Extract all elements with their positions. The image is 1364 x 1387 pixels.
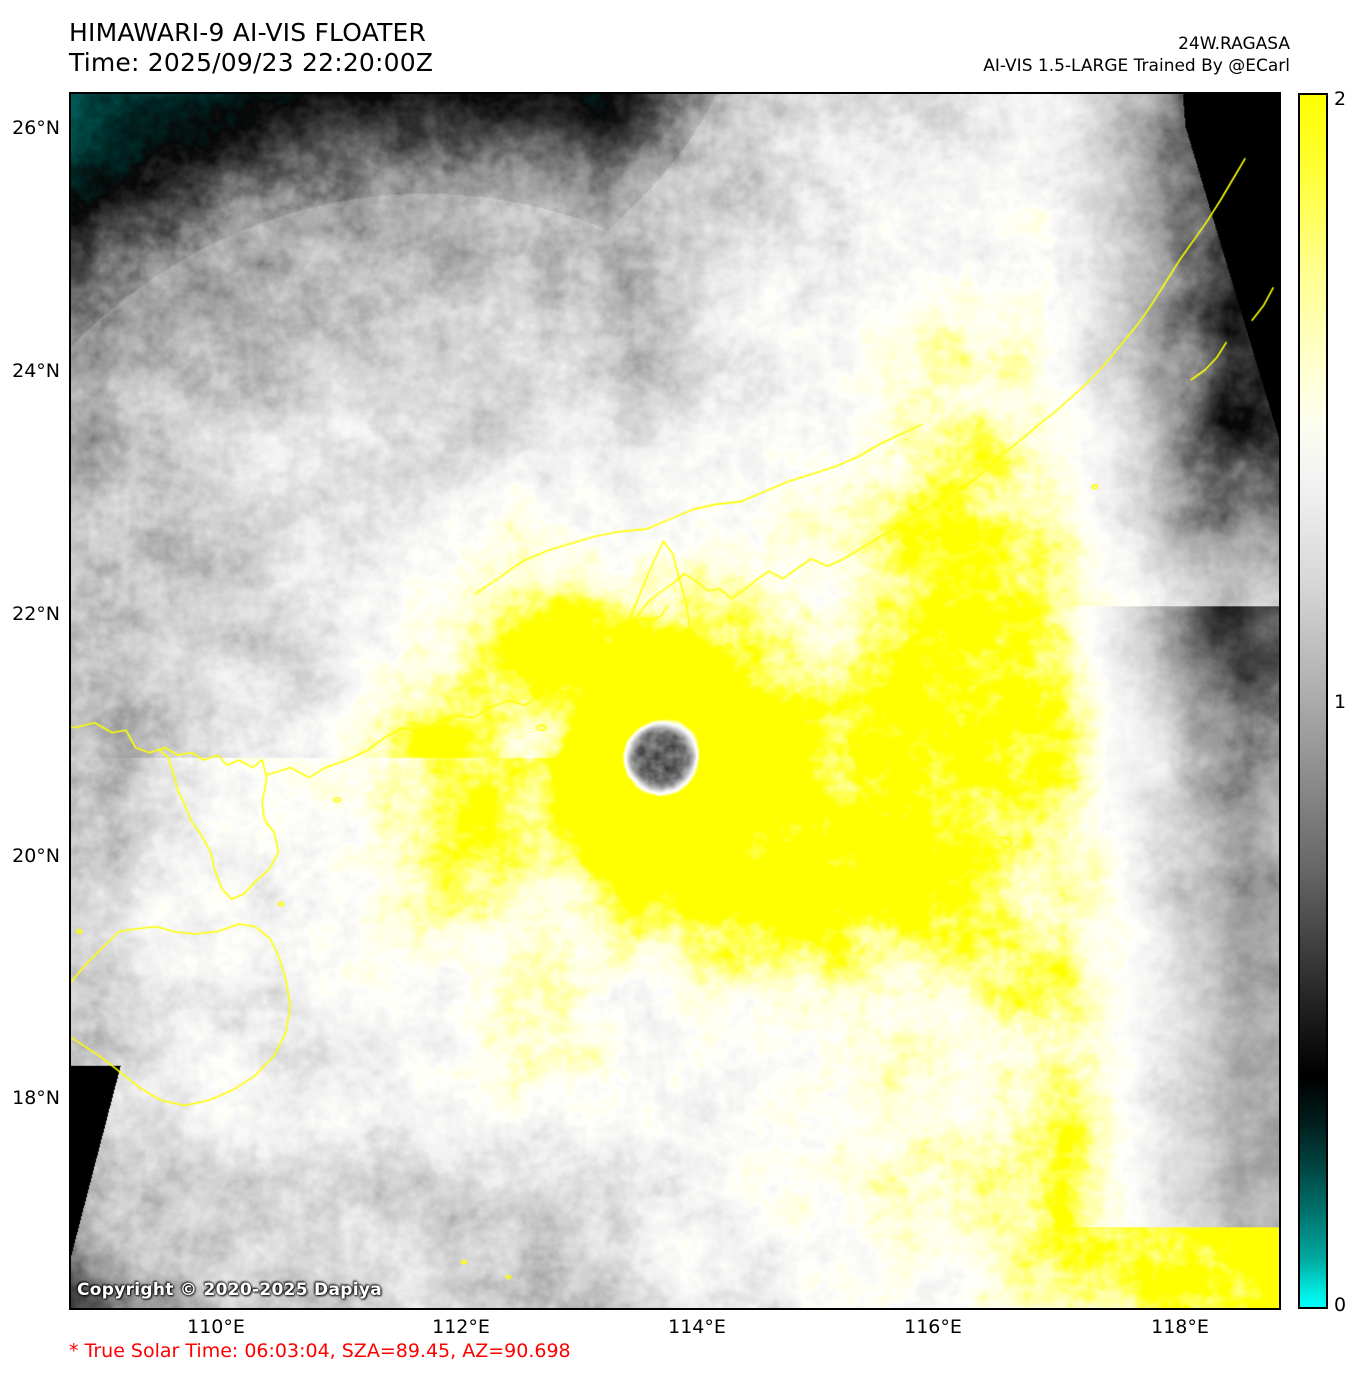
header-right: 24W.RAGASA AI-VIS 1.5-LARGE Trained By @… xyxy=(983,33,1290,77)
y-tick-22n: 22°N xyxy=(12,603,60,625)
header-left: HIMAWARI-9 AI-VIS FLOATER Time: 2025/09/… xyxy=(69,18,433,78)
y-tick-26n: 26°N xyxy=(12,117,60,139)
x-tick-114e: 114°E xyxy=(668,1316,726,1338)
y-tick-24n: 24°N xyxy=(12,360,60,382)
x-tick-112e: 112°E xyxy=(432,1316,490,1338)
timestamp-label: Time: 2025/09/23 22:20:00Z xyxy=(69,48,434,77)
model-credit-label: AI-VIS 1.5-LARGE Trained By @ECarl xyxy=(983,56,1290,76)
colorbar-tick-1: 1 xyxy=(1334,691,1347,713)
satellite-image-plot[interactable]: Copyright © 2020-2025 Dapiya xyxy=(69,92,1281,1310)
page-title: HIMAWARI-9 AI-VIS FLOATER xyxy=(69,18,427,47)
x-tick-110e: 110°E xyxy=(187,1316,245,1338)
colorbar-tick-0: 0 xyxy=(1334,1294,1347,1316)
coastline-overlay-canvas xyxy=(71,94,1279,1308)
y-tick-18n: 18°N xyxy=(12,1087,60,1109)
colorbar-tick-2: 2 xyxy=(1334,88,1347,110)
y-tick-20n: 20°N xyxy=(12,845,60,867)
colorbar xyxy=(1298,93,1328,1309)
storm-id-label: 24W.RAGASA xyxy=(1178,34,1290,54)
copyright-label: Copyright © 2020-2025 Dapiya xyxy=(77,1280,382,1300)
x-tick-118e: 118°E xyxy=(1151,1316,1209,1338)
x-tick-116e: 116°E xyxy=(904,1316,962,1338)
solar-time-footnote: * True Solar Time: 06:03:04, SZA=89.45, … xyxy=(69,1340,571,1362)
